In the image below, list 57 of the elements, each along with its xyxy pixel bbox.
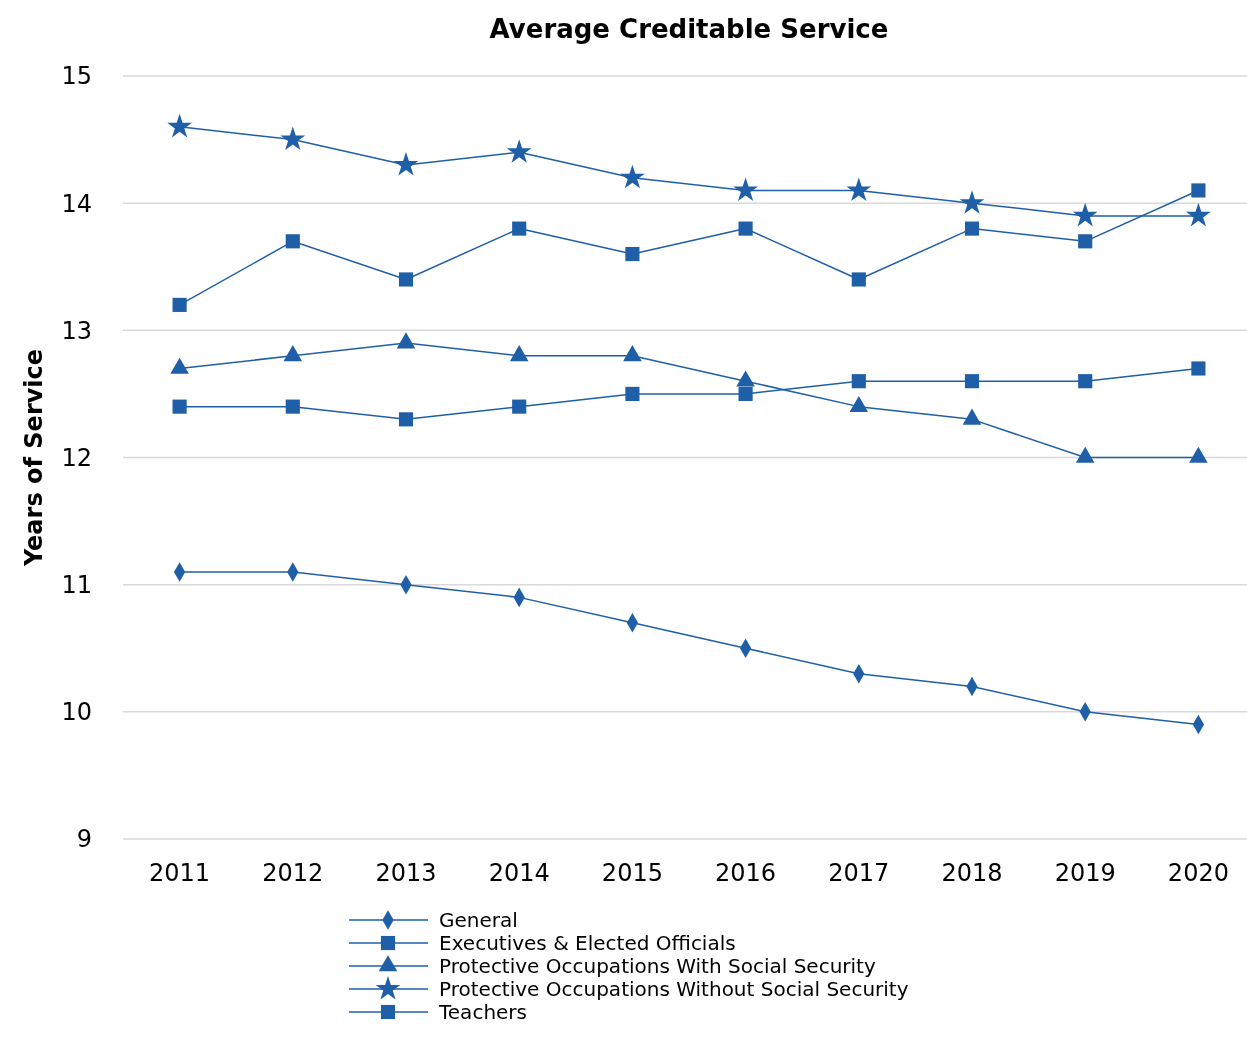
point bbox=[506, 139, 532, 163]
x-tick-label: 2019 bbox=[1054, 859, 1116, 887]
point bbox=[625, 246, 640, 262]
point bbox=[509, 345, 529, 362]
x-tick-label: 2020 bbox=[1167, 859, 1229, 887]
point bbox=[738, 221, 753, 236]
legend-label: Teachers bbox=[438, 1000, 527, 1024]
y-axis-title: Years of Service bbox=[20, 348, 48, 568]
y-tick-label: 14 bbox=[61, 189, 92, 218]
point bbox=[280, 126, 306, 151]
point bbox=[1072, 202, 1098, 227]
point bbox=[851, 272, 866, 287]
point bbox=[846, 177, 872, 201]
point bbox=[959, 190, 985, 214]
point bbox=[167, 113, 192, 138]
x-tick-label: 2013 bbox=[375, 859, 437, 887]
y-tick-label: 9 bbox=[76, 825, 92, 854]
point bbox=[512, 399, 527, 414]
legend-label: Executives & Elected Officials bbox=[439, 931, 736, 955]
point bbox=[964, 374, 980, 389]
y-tick-label: 10 bbox=[61, 698, 92, 727]
legend-label: General bbox=[439, 908, 518, 932]
point bbox=[733, 177, 758, 201]
point bbox=[393, 152, 419, 176]
chart-title: Average Creditable Service bbox=[489, 14, 889, 44]
y-tick-label: 15 bbox=[61, 62, 92, 91]
point bbox=[623, 345, 642, 362]
point bbox=[1186, 202, 1211, 227]
point bbox=[1191, 183, 1206, 198]
legend-label: Protective Occupations With Social Security bbox=[439, 954, 876, 978]
x-tick-label: 2017 bbox=[828, 859, 890, 887]
point bbox=[283, 345, 303, 362]
x-tick-label: 2011 bbox=[149, 859, 211, 887]
x-tick-label: 2016 bbox=[715, 859, 777, 887]
x-tick-label: 2018 bbox=[941, 859, 1003, 887]
y-tick-label: 12 bbox=[61, 443, 92, 472]
y-tick-label: 11 bbox=[61, 571, 92, 600]
point bbox=[1078, 374, 1093, 389]
x-tick-label: 2015 bbox=[601, 859, 663, 887]
point bbox=[851, 374, 866, 389]
y-tick-label: 13 bbox=[61, 316, 92, 345]
point bbox=[625, 386, 640, 401]
point bbox=[398, 272, 414, 287]
point bbox=[1078, 234, 1093, 249]
point bbox=[512, 221, 527, 236]
point bbox=[172, 297, 187, 312]
point bbox=[398, 412, 414, 427]
point bbox=[285, 234, 300, 249]
x-tick-label: 2012 bbox=[262, 859, 324, 887]
point bbox=[1191, 361, 1206, 376]
point bbox=[620, 164, 645, 189]
point bbox=[172, 399, 187, 414]
legend-label: Protective Occupations Without Social Security bbox=[439, 977, 909, 1001]
point bbox=[285, 399, 300, 414]
x-tick-label: 2014 bbox=[488, 859, 550, 887]
point bbox=[738, 386, 753, 401]
point bbox=[964, 221, 980, 236]
